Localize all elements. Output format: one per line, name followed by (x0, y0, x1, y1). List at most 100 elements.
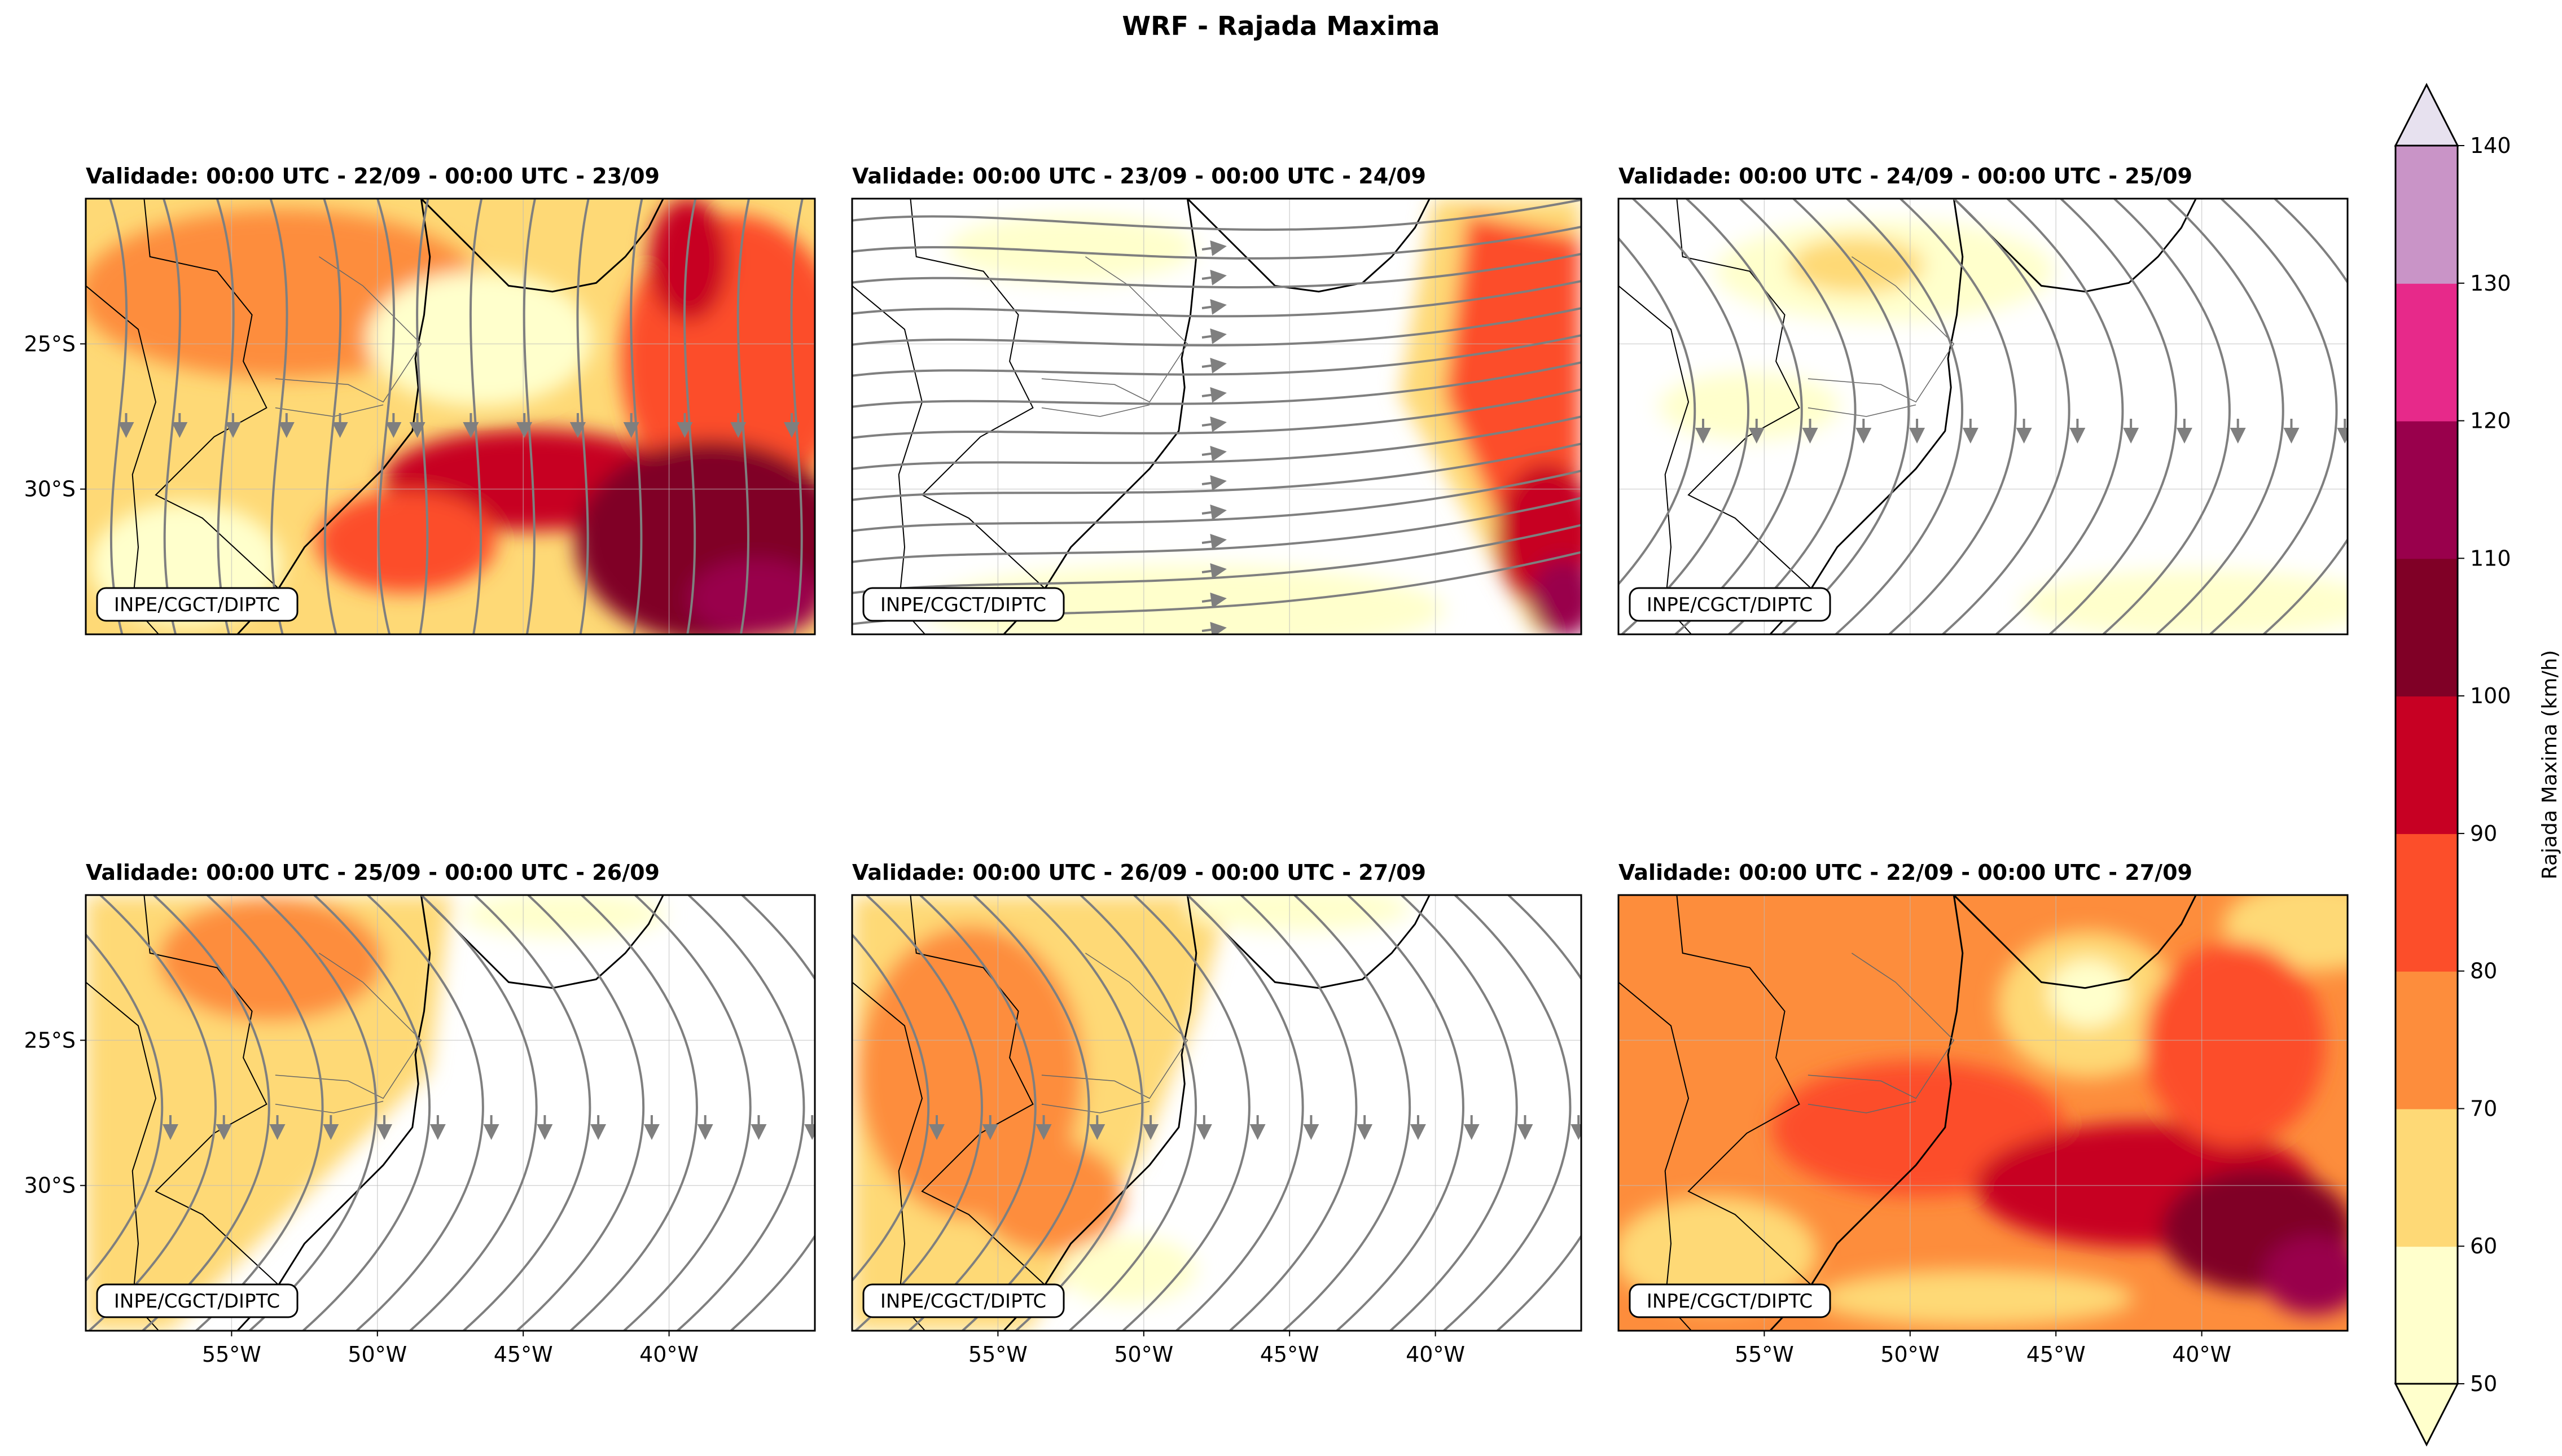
streamline-arrow (1201, 416, 1227, 432)
streamline (852, 415, 1581, 470)
credit-box (1629, 587, 1831, 622)
panel-title-1: Validade: 00:00 UTC - 22/09 - 00:00 UTC … (86, 164, 660, 188)
streamline (2101, 199, 2231, 634)
coastline (1769, 894, 1964, 1332)
figure-title: WRF - Rajada Maxima (1122, 11, 1440, 41)
streamline (1780, 199, 1910, 634)
country-border (1676, 894, 1818, 1291)
colorbar-segment (2396, 420, 2458, 559)
streamline (576, 199, 590, 634)
streamline (248, 895, 378, 1331)
map-panel-3: Validade: 00:00 UTC - 24/09 - 00:00 UTC … (1618, 164, 2348, 634)
streamline-arrow (1201, 533, 1227, 550)
panel-title-3: Validade: 00:00 UTC - 24/09 - 00:00 UTC … (1618, 164, 2192, 188)
streamline (462, 895, 591, 1331)
streamline (736, 199, 751, 634)
colorbar-segment (2396, 1108, 2458, 1247)
lon-tick-label: 55°W (202, 1342, 261, 1367)
coastline (1953, 198, 2197, 293)
credit-text: INPE/CGCT/DIPTC (880, 594, 1046, 616)
streamlines (86, 895, 815, 1331)
lat-tick-label: 25°S (24, 331, 76, 356)
streamline (907, 895, 1037, 1331)
lon-tick-label: 50°W (348, 1342, 407, 1367)
streamline (852, 334, 1581, 377)
streamline-arrow (1201, 387, 1227, 403)
streamline (960, 895, 1090, 1331)
colorbar-segment (2396, 146, 2458, 284)
map-panel-6: Validade: 00:00 UTC - 22/09 - 00:00 UTC … (1618, 860, 2348, 1331)
coastline (1187, 198, 1431, 293)
streamline (269, 199, 288, 634)
map-panel-1: Validade: 00:00 UTC - 22/09 - 00:00 UTC … (86, 164, 815, 634)
streamline (622, 895, 752, 1331)
streamline (853, 895, 984, 1331)
streamline (1941, 199, 2070, 634)
lon-tick-label: 55°W (968, 1342, 1028, 1367)
lat-tick-label: 30°S (24, 1173, 76, 1198)
streamline (2048, 199, 2178, 634)
streamlines (852, 199, 1581, 634)
panel-title-4: Validade: 00:00 UTC - 25/09 - 00:00 UTC … (86, 860, 660, 885)
lon-tick-label: 40°W (639, 1342, 699, 1367)
credit-box (96, 1283, 299, 1318)
streamline (162, 199, 181, 634)
lon-tick-label: 45°W (1260, 1342, 1319, 1367)
colorbar-segment (2396, 283, 2458, 422)
country-border (1676, 198, 1818, 594)
map-frame (851, 894, 1582, 1332)
coastline (1003, 894, 1197, 1332)
state-border (1041, 1100, 1150, 1113)
streamline (852, 225, 1581, 260)
colorbar-tick-label: 70 (2470, 1096, 2497, 1121)
state-border (1041, 404, 1150, 417)
streamline (1994, 199, 2124, 634)
streamline (852, 442, 1581, 501)
colorbar-tick-label: 130 (2470, 271, 2511, 296)
colorbar-tick-label: 140 (2470, 133, 2511, 158)
colorbar-tick-label: 50 (2470, 1371, 2497, 1396)
streamline (416, 199, 429, 634)
streamline (630, 199, 643, 634)
colorbar-label: Rajada Maxima (km/h) (2538, 650, 2561, 880)
streamline (852, 470, 1581, 532)
streamline (2262, 199, 2348, 634)
streamline-arrow (1201, 357, 1227, 374)
streamline-arrow (1201, 269, 1227, 286)
streamline (729, 895, 815, 1331)
streamline-arrow (1201, 504, 1227, 520)
streamline (1121, 895, 1251, 1331)
streamline-arrow (1201, 328, 1227, 344)
lon-tick-label: 55°W (1735, 1342, 1794, 1367)
state-border (1808, 953, 1955, 1099)
panel-title-2: Validade: 00:00 UTC - 23/09 - 00:00 UTC … (852, 164, 1426, 188)
streamline-arrow (1201, 621, 1227, 634)
coastline (1769, 198, 1964, 635)
streamline (852, 933, 930, 1282)
map-frame (1617, 894, 2349, 1332)
state-border (1808, 256, 1955, 403)
streamline (194, 895, 324, 1331)
streamline (1887, 199, 2017, 634)
streamline (1335, 895, 1464, 1331)
credit-box (1629, 1283, 1831, 1318)
streamline (301, 895, 431, 1331)
streamlines (852, 895, 1581, 1331)
lon-tick-label: 45°W (494, 1342, 553, 1367)
coastline (420, 198, 664, 293)
lon-tick-label: 45°W (2026, 1342, 2086, 1367)
state-border (275, 953, 422, 1099)
streamline (86, 933, 164, 1282)
streamline (1442, 895, 1572, 1331)
credit-box (96, 587, 299, 622)
streamline (852, 199, 1581, 231)
colorbar-segment (2396, 558, 2458, 697)
credit-text: INPE/CGCT/DIPTC (1647, 1290, 1813, 1313)
map-panel-5: Validade: 00:00 UTC - 26/09 - 00:00 UTC … (852, 860, 1581, 1331)
lon-tick-label: 40°W (2172, 1342, 2231, 1367)
credit-text: INPE/CGCT/DIPTC (114, 1290, 280, 1313)
streamline (1282, 895, 1411, 1331)
state-border (1808, 1100, 1916, 1113)
streamline (1068, 895, 1197, 1331)
